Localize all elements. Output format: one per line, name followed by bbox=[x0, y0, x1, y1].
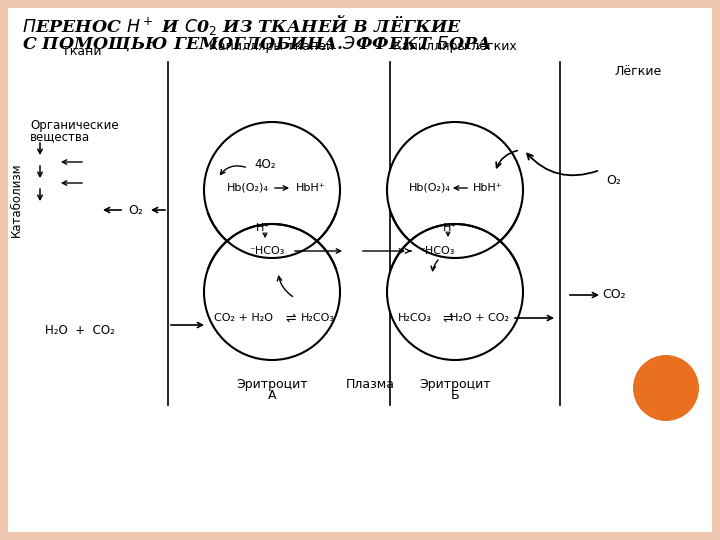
Text: CO₂ + H₂O: CO₂ + H₂O bbox=[214, 313, 272, 323]
Text: H₂O + CO₂: H₂O + CO₂ bbox=[451, 313, 510, 323]
Text: Hb(O₂)₄: Hb(O₂)₄ bbox=[409, 183, 451, 193]
Text: $\mathit{П}$ЕРЕНОС $\mathit{H}^+$ И $\mathit{C}$0$_2$ ИЗ ТКАНЕЙ В ЛЁГКИЕ: $\mathit{П}$ЕРЕНОС $\mathit{H}^+$ И $\ma… bbox=[22, 13, 462, 37]
Circle shape bbox=[387, 224, 523, 360]
Text: А: А bbox=[268, 389, 276, 402]
Circle shape bbox=[633, 355, 699, 421]
Text: HbH⁺: HbH⁺ bbox=[296, 183, 325, 193]
Text: Эритроцит: Эритроцит bbox=[419, 378, 491, 391]
Text: O₂: O₂ bbox=[606, 173, 621, 186]
Text: ⁻HCO₃: ⁻HCO₃ bbox=[249, 246, 284, 256]
Text: Ткани: Ткани bbox=[62, 45, 102, 58]
Ellipse shape bbox=[415, 227, 495, 255]
Text: HbH⁺: HbH⁺ bbox=[473, 183, 503, 193]
Text: Б: Б bbox=[451, 389, 459, 402]
Circle shape bbox=[387, 122, 523, 258]
Text: Hb(O₂)₄: Hb(O₂)₄ bbox=[227, 183, 269, 193]
Circle shape bbox=[204, 224, 340, 360]
Ellipse shape bbox=[232, 227, 312, 255]
FancyBboxPatch shape bbox=[8, 8, 712, 532]
Text: CO₂: CO₂ bbox=[602, 288, 626, 301]
Text: H₂O  +  CO₂: H₂O + CO₂ bbox=[45, 323, 115, 336]
Text: С ПОМОЩЬЮ ГЕМОГЛОБИНА.$\mathit{Э}$ФФЕКТ $\mathit{Б}$ОРА: С ПОМОЩЬЮ ГЕМОГЛОБИНА.$\mathit{Э}$ФФЕКТ … bbox=[22, 34, 491, 53]
Text: Плазма: Плазма bbox=[346, 378, 395, 391]
Text: H⁺: H⁺ bbox=[256, 223, 270, 233]
Text: H⁺: H⁺ bbox=[443, 223, 457, 233]
Text: ⁻HCO₃: ⁻HCO₃ bbox=[419, 246, 455, 256]
Text: Органические: Органические bbox=[30, 119, 119, 132]
Text: ⇌: ⇌ bbox=[443, 312, 454, 325]
Text: H₂CO₃: H₂CO₃ bbox=[301, 313, 335, 323]
Text: Капилляры тканей: Капилляры тканей bbox=[210, 40, 335, 53]
Text: O₂: O₂ bbox=[129, 204, 143, 217]
Circle shape bbox=[204, 122, 340, 258]
Text: Лёгкие: Лёгкие bbox=[614, 65, 662, 78]
Text: H₂CO₃: H₂CO₃ bbox=[398, 313, 432, 323]
Text: вещества: вещества bbox=[30, 130, 90, 143]
Text: 4O₂: 4O₂ bbox=[254, 159, 276, 172]
Text: Катаболизм: Катаболизм bbox=[9, 163, 22, 237]
Text: Капилляры лёгких: Капилляры лёгких bbox=[393, 40, 517, 53]
Text: ⇌: ⇌ bbox=[286, 312, 296, 325]
Text: Эритроцит: Эритроцит bbox=[236, 378, 308, 391]
